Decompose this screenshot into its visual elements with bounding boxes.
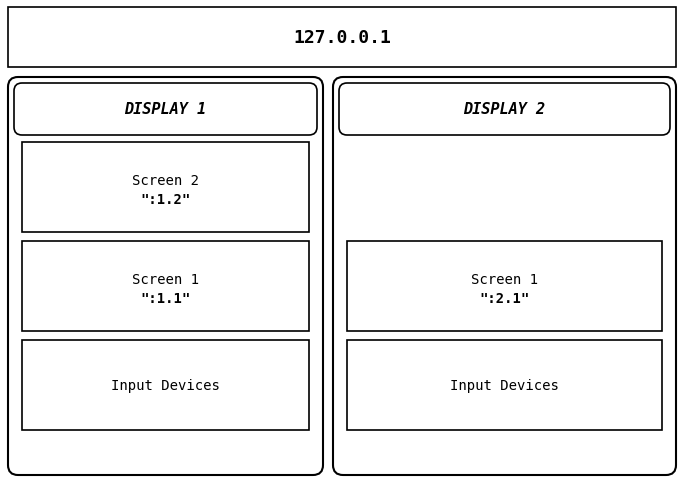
Text: DISPLAY 2: DISPLAY 2 [464,102,546,117]
Text: Screen 1: Screen 1 [471,272,538,287]
Text: ":1.2": ":1.2" [140,193,191,207]
Text: Input Devices: Input Devices [450,378,559,392]
Text: Screen 1: Screen 1 [132,272,199,287]
Bar [347,242,662,332]
Text: Screen 2: Screen 2 [132,174,199,188]
FancyBboxPatch shape [333,78,676,475]
Text: ":2.1": ":2.1" [479,291,529,305]
FancyBboxPatch shape [8,78,323,475]
Bar [347,340,662,430]
Bar [8,8,676,68]
Text: Input Devices: Input Devices [111,378,220,392]
Bar [22,143,309,232]
FancyBboxPatch shape [14,84,317,136]
Bar [22,340,309,430]
Text: ":1.1": ":1.1" [140,291,191,305]
FancyBboxPatch shape [339,84,670,136]
Text: 127.0.0.1: 127.0.0.1 [293,29,391,47]
Bar [22,242,309,332]
Text: DISPLAY 1: DISPLAY 1 [124,102,207,117]
